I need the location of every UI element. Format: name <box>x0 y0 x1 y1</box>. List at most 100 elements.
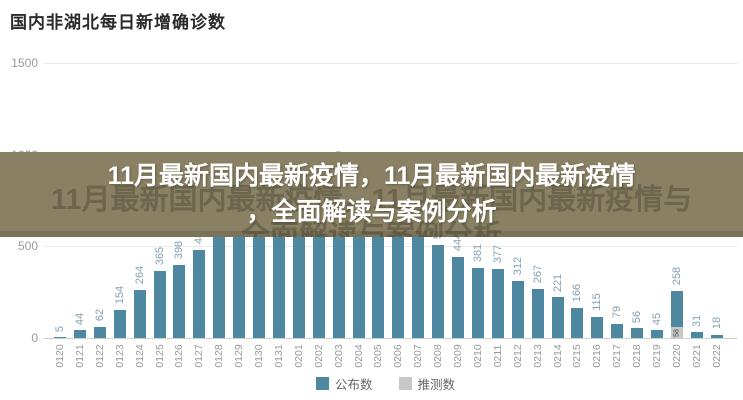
bar-value-label: 365 <box>153 247 166 266</box>
bar-0202 <box>312 204 325 338</box>
bar-0209 <box>452 256 464 338</box>
bar-value-label: 5 <box>54 326 66 333</box>
x-axis-tick-label: 0216 <box>591 344 604 368</box>
x-axis-tick-label: 0206 <box>392 344 405 368</box>
x-axis-tick-label: 0212 <box>511 344 524 368</box>
y-axis-tick-label: 500 <box>17 239 38 254</box>
headline-watermark-line1: 11月最新国内最新疫情，11月最新国内最新疫情与 <box>50 184 693 216</box>
bar-value-label: 166 <box>571 283 584 302</box>
x-axis-tick-label: 0204 <box>352 344 365 368</box>
bar-value-label: 31 <box>690 314 703 328</box>
bar-0128 <box>213 224 226 338</box>
x-axis-tick-label: 0123 <box>113 344 126 368</box>
legend-label: 推测数 <box>417 378 456 392</box>
bar-0215 <box>571 307 584 338</box>
x-axis-tick-label: 0211 <box>491 344 504 368</box>
bar-value-label: 267 <box>531 265 544 284</box>
headline-line2: ，全面解读与案例分析 <box>246 198 497 226</box>
x-axis-tick-label: 0127 <box>193 344 206 368</box>
legend-item-0: 公布数 <box>315 374 373 393</box>
bar-value-label: 154 <box>113 285 126 305</box>
bar-0217 <box>611 323 624 338</box>
bar-0207 <box>412 235 425 338</box>
bar-0208 <box>432 244 445 338</box>
legend-swatch-icon <box>398 377 412 390</box>
headline-text: 11月最新国内最新疫情，11月最新国内最新疫情 ，全面解读与案例分析 <box>0 152 743 230</box>
bar-0205 <box>372 208 385 338</box>
bar-value-label: 264 <box>133 265 146 284</box>
bar-0218 <box>631 327 644 338</box>
x-axis-tick-label: 0124 <box>133 344 146 368</box>
bar-announced-0220 <box>670 290 683 328</box>
x-axis-tick-label: 0208 <box>432 344 445 368</box>
bar-0219 <box>651 329 663 338</box>
x-axis-tick-label: 0120 <box>54 344 66 368</box>
bar-0210 <box>471 268 484 338</box>
x-axis-tick-label: 0214 <box>551 344 564 368</box>
bar-0120 <box>54 337 66 338</box>
bar-value-label: 258 <box>670 266 683 286</box>
legend-item-1: 推测数 <box>398 374 456 393</box>
bar-0129 <box>233 208 246 338</box>
x-axis-tick-label: 0213 <box>531 344 544 368</box>
chart-legend: 公布数 推测数 <box>14 374 743 393</box>
x-axis-tick-label: 0203 <box>332 344 345 368</box>
x-axis-tick-label: 0221 <box>690 344 703 368</box>
x-axis-tick-label: 0215 <box>571 344 584 368</box>
x-axis-tick-label: 0217 <box>611 344 624 368</box>
bar-0123 <box>113 309 126 338</box>
x-axis-tick-label: 0130 <box>253 344 265 368</box>
x-axis-tick-label: 0201 <box>292 344 305 368</box>
bar-value-label: 221 <box>551 273 564 292</box>
bar-0216 <box>591 316 604 338</box>
x-axis-tick-label: 0131 <box>272 344 285 368</box>
bar-0222 <box>710 334 723 338</box>
bar-value-label: 62 <box>93 309 106 322</box>
bar-value-label: 398 <box>173 240 186 260</box>
bar-0127 <box>193 249 206 338</box>
bar-0122 <box>93 326 106 338</box>
x-axis-tick-label: 0128 <box>213 344 226 368</box>
headline-line1: 11月最新国内最新疫情，11月最新国内最新疫情 <box>107 162 636 190</box>
chart-title: 国内非湖北每日新增确诊数 <box>10 13 226 32</box>
bar-value-label: 79 <box>611 306 624 319</box>
x-axis-tick-label: 0220 <box>670 344 683 368</box>
bar-value-label: 44 <box>73 312 86 325</box>
x-axis-tick-label: 0222 <box>710 344 723 368</box>
bar-value-label: 18 <box>710 317 723 330</box>
bar-value-label: 56 <box>631 310 644 323</box>
x-axis-tick-label: 0218 <box>631 344 644 368</box>
bar-value-label: 312 <box>511 256 524 276</box>
x-axis-tick-label: 0125 <box>153 344 166 368</box>
bar-value-label: 377 <box>491 244 504 264</box>
bar-inferred-0220 <box>670 327 683 338</box>
x-axis-tick-label: 0122 <box>93 344 106 368</box>
x-axis-tick-label: 0207 <box>412 344 425 368</box>
bar-0121 <box>73 329 86 338</box>
legend-swatch-icon <box>315 377 329 390</box>
gridline-y-0 <box>44 338 737 339</box>
bar-value-label: 115 <box>591 293 604 311</box>
gridline-y-500 <box>44 246 737 248</box>
headline-overlay: 11月最新国内最新疫情，11月最新国内最新疫情与 全面解读与案例分析 11月最新… <box>0 152 743 237</box>
bar-0126 <box>173 264 186 338</box>
x-axis-tick-label: 0202 <box>312 344 325 368</box>
bar-inferred-label: 58 <box>673 328 681 337</box>
x-axis-tick-label: 0121 <box>73 344 86 368</box>
bar-0211 <box>491 268 504 338</box>
x-axis-tick-label: 0210 <box>471 344 484 368</box>
legend-label: 公布数 <box>334 378 373 392</box>
y-axis-tick-label: 0 <box>31 331 38 345</box>
y-axis-tick-label: 1500 <box>11 55 38 70</box>
bar-0214 <box>551 297 564 338</box>
x-axis-tick-label: 0219 <box>651 344 663 368</box>
bar-0221 <box>690 332 703 338</box>
bar-value-label: 45 <box>651 312 663 325</box>
bar-0125 <box>153 271 166 338</box>
x-axis-tick-label: 0126 <box>173 344 186 368</box>
bar-0201 <box>292 215 305 338</box>
bar-0206 <box>392 210 405 338</box>
bar-0212 <box>511 280 524 338</box>
